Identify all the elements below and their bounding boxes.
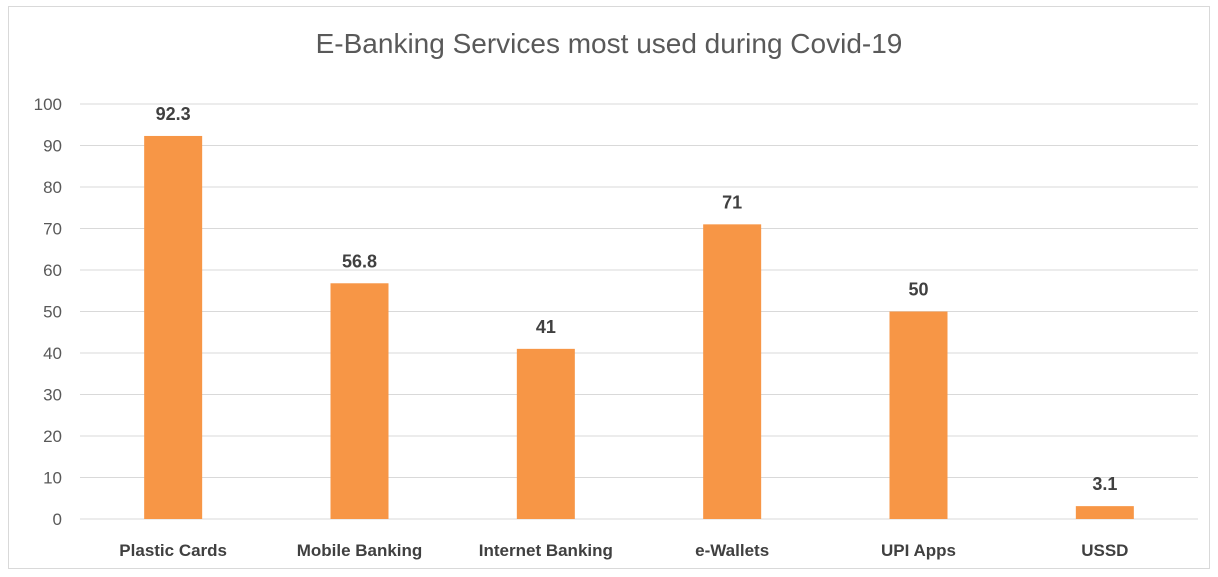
y-tick-label: 20 (43, 427, 62, 446)
y-tick-label: 10 (43, 469, 62, 488)
bar-ussd (1075, 506, 1134, 519)
data-label: 3.1 (1092, 474, 1117, 494)
data-labels: 92.3 56.8 41 71 50 3.1 (156, 104, 1118, 494)
chart-frame (8, 6, 1210, 569)
bars (144, 135, 1134, 519)
gridlines (80, 103, 1198, 520)
y-tick-label: 90 (43, 137, 62, 156)
y-tick-label: 30 (43, 386, 62, 405)
bar-upi-apps (889, 311, 948, 519)
x-tick-label: Internet Banking (479, 541, 613, 560)
y-tick-label: 100 (34, 95, 62, 114)
x-tick-label: Plastic Cards (119, 541, 227, 560)
x-tick-label: USSD (1081, 541, 1128, 560)
y-tick-label: 80 (43, 178, 62, 197)
data-label: 92.3 (156, 104, 191, 124)
x-tick-label: UPI Apps (881, 541, 956, 560)
y-tick-label: 70 (43, 220, 62, 239)
y-tick-label: 50 (43, 303, 62, 322)
data-label: 50 (908, 280, 928, 300)
x-tick-label: Mobile Banking (297, 541, 423, 560)
y-tick-label: 40 (43, 344, 62, 363)
y-axis-ticks: 0 10 20 30 40 50 60 70 80 90 100 (34, 95, 62, 529)
data-label: 71 (722, 192, 742, 212)
bar-mobile-banking (330, 283, 389, 519)
y-tick-label: 0 (53, 510, 62, 529)
data-label: 56.8 (342, 251, 377, 271)
x-axis-ticks: Plastic Cards Mobile Banking Internet Bank… (119, 541, 1128, 560)
data-label: 41 (536, 317, 556, 337)
bar-plastic-cards (144, 135, 203, 519)
y-tick-label: 60 (43, 261, 62, 280)
x-tick-label: e-Wallets (695, 541, 769, 560)
bar-internet-banking (516, 348, 575, 519)
bar-e-wallets (703, 224, 762, 519)
chart-title: E-Banking Services most used during Covi… (315, 28, 903, 59)
